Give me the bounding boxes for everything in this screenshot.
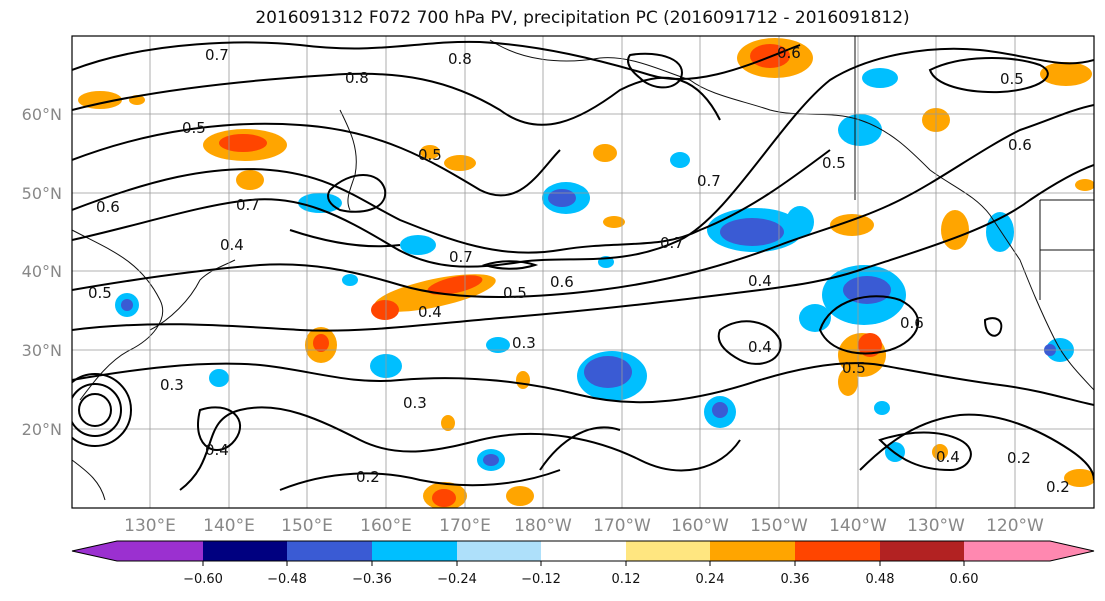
contour-label: 0.6 — [96, 198, 120, 216]
colorbar-segment — [372, 541, 457, 561]
colorbar-tick-label: 0.24 — [696, 572, 725, 587]
contour-label-group: 0.7 0.8 0.8 0.5 0.5 0.6 0.7 0.4 0.5 0.7 … — [88, 44, 1070, 496]
lon-label: 150°E — [281, 516, 333, 536]
positive-anomaly-blob — [423, 371, 948, 508]
contour-label: 0.2 — [1007, 449, 1031, 467]
colorbar-segment — [203, 541, 287, 561]
colorbar-tick-label: 0.12 — [612, 572, 641, 587]
contour-label: 0.5 — [88, 284, 112, 302]
contour-label: 0.5 — [822, 154, 846, 172]
colorbar-tick-label: 0.36 — [781, 572, 810, 587]
colorbar-tick-label: −0.48 — [267, 572, 307, 587]
pv-contours — [72, 40, 1094, 491]
graticule — [72, 36, 1094, 508]
lon-label: 160°E — [360, 516, 412, 536]
colorbar-tick-label: −0.24 — [437, 572, 477, 587]
colorbar-segment — [457, 541, 541, 561]
contour-label: 0.4 — [418, 303, 442, 321]
contour-label: 0.6 — [550, 273, 574, 291]
lat-label: 60°N — [22, 105, 62, 124]
colorbar-segment — [287, 541, 372, 561]
contour-label: 0.4 — [936, 448, 960, 466]
colorbar-max-extension — [1050, 541, 1094, 561]
positive-anomaly-blob — [1040, 62, 1094, 487]
lat-label: 30°N — [22, 341, 62, 360]
lon-label: 170°E — [439, 516, 491, 536]
contour-label: 0.6 — [777, 44, 801, 62]
lon-label: 170°W — [593, 516, 651, 536]
negative-anomaly-blob — [577, 351, 647, 401]
positive-anomaly-blob — [593, 144, 625, 228]
contour-label: 0.7 — [449, 248, 473, 266]
coastlines — [72, 36, 1094, 501]
contour-label: 0.5 — [182, 119, 206, 137]
positive-anomaly-blob — [737, 38, 813, 78]
contour-label: 0.8 — [448, 50, 472, 68]
colorbar-segment — [710, 541, 795, 561]
colorbar-outline — [71, 540, 1095, 562]
contour-label: 0.5 — [418, 146, 442, 164]
lon-label: 140°W — [829, 516, 887, 536]
negative-anomaly-blob — [115, 193, 436, 317]
colorbar-segment — [795, 541, 880, 561]
plot-area: 0.7 0.8 0.8 0.5 0.5 0.6 0.7 0.4 0.5 0.7 … — [72, 36, 1094, 508]
contour-label: 0.4 — [220, 236, 244, 254]
contour-label: 0.2 — [1046, 478, 1070, 496]
lon-label: 130°W — [907, 516, 965, 536]
lat-label: 50°N — [22, 184, 62, 203]
colorbar-min-extension — [72, 541, 117, 561]
map-title: 2016091312 F072 700 hPa PV, precipitatio… — [255, 8, 910, 28]
contour-label: 0.7 — [660, 234, 684, 252]
contour-label: 0.6 — [1008, 136, 1032, 154]
contour-label: 0.8 — [345, 69, 369, 87]
colorbar: −0.60 −0.48 −0.36 −0.24 −0.12 0.12 0.24 … — [71, 540, 1095, 587]
colorbar-segment — [117, 541, 203, 561]
lon-label: 150°W — [750, 516, 808, 536]
colorbar-tick-label: −0.12 — [521, 572, 561, 587]
longitude-labels: 130°E 140°E 150°E 160°E 170°E 180°W 170°… — [124, 516, 1044, 536]
contour-label: 0.3 — [403, 394, 427, 412]
contour-label: 0.6 — [900, 314, 924, 332]
colorbar-segment — [880, 541, 964, 561]
contour-label: 0.2 — [356, 468, 380, 486]
contour-label: 0.4 — [748, 272, 772, 290]
contour-label: 0.3 — [512, 334, 536, 352]
colorbar-tick-label: −0.36 — [352, 572, 392, 587]
positive-anomaly-blob — [838, 333, 886, 396]
positive-anomaly-blob — [420, 145, 476, 171]
contour-label: 0.5 — [503, 284, 527, 302]
colorbar-segment — [626, 541, 710, 561]
lat-label: 40°N — [22, 262, 62, 281]
contour-label: 0.4 — [205, 441, 229, 459]
plot-frame — [71, 35, 1095, 509]
positive-anomaly-blob — [305, 327, 337, 363]
negative-anomaly-blob — [542, 182, 590, 214]
contour-label: 0.4 — [748, 338, 772, 356]
lon-label: 140°E — [203, 516, 255, 536]
lon-label: 130°E — [124, 516, 176, 536]
lon-label: 180°W — [514, 516, 572, 536]
contour-label: 0.7 — [697, 172, 721, 190]
colorbar-segment — [541, 541, 626, 561]
colorbar-segment — [964, 541, 1050, 561]
colorbar-tick-label: 0.60 — [950, 572, 979, 587]
contour-label: 0.7 — [236, 196, 260, 214]
colorbar-tick-label: 0.48 — [866, 572, 895, 587]
lat-label: 20°N — [22, 420, 62, 439]
lon-label: 120°W — [986, 516, 1044, 536]
lon-label: 160°W — [671, 516, 729, 536]
contour-label: 0.3 — [160, 376, 184, 394]
latitude-labels: 60°N 50°N 40°N 30°N 20°N — [22, 105, 62, 439]
colorbar-tick-label: −0.60 — [183, 572, 223, 587]
contour-label: 0.5 — [1000, 70, 1024, 88]
positive-anomaly-blob — [203, 129, 287, 190]
contour-label: 0.5 — [842, 359, 866, 377]
contour-label: 0.7 — [205, 46, 229, 64]
